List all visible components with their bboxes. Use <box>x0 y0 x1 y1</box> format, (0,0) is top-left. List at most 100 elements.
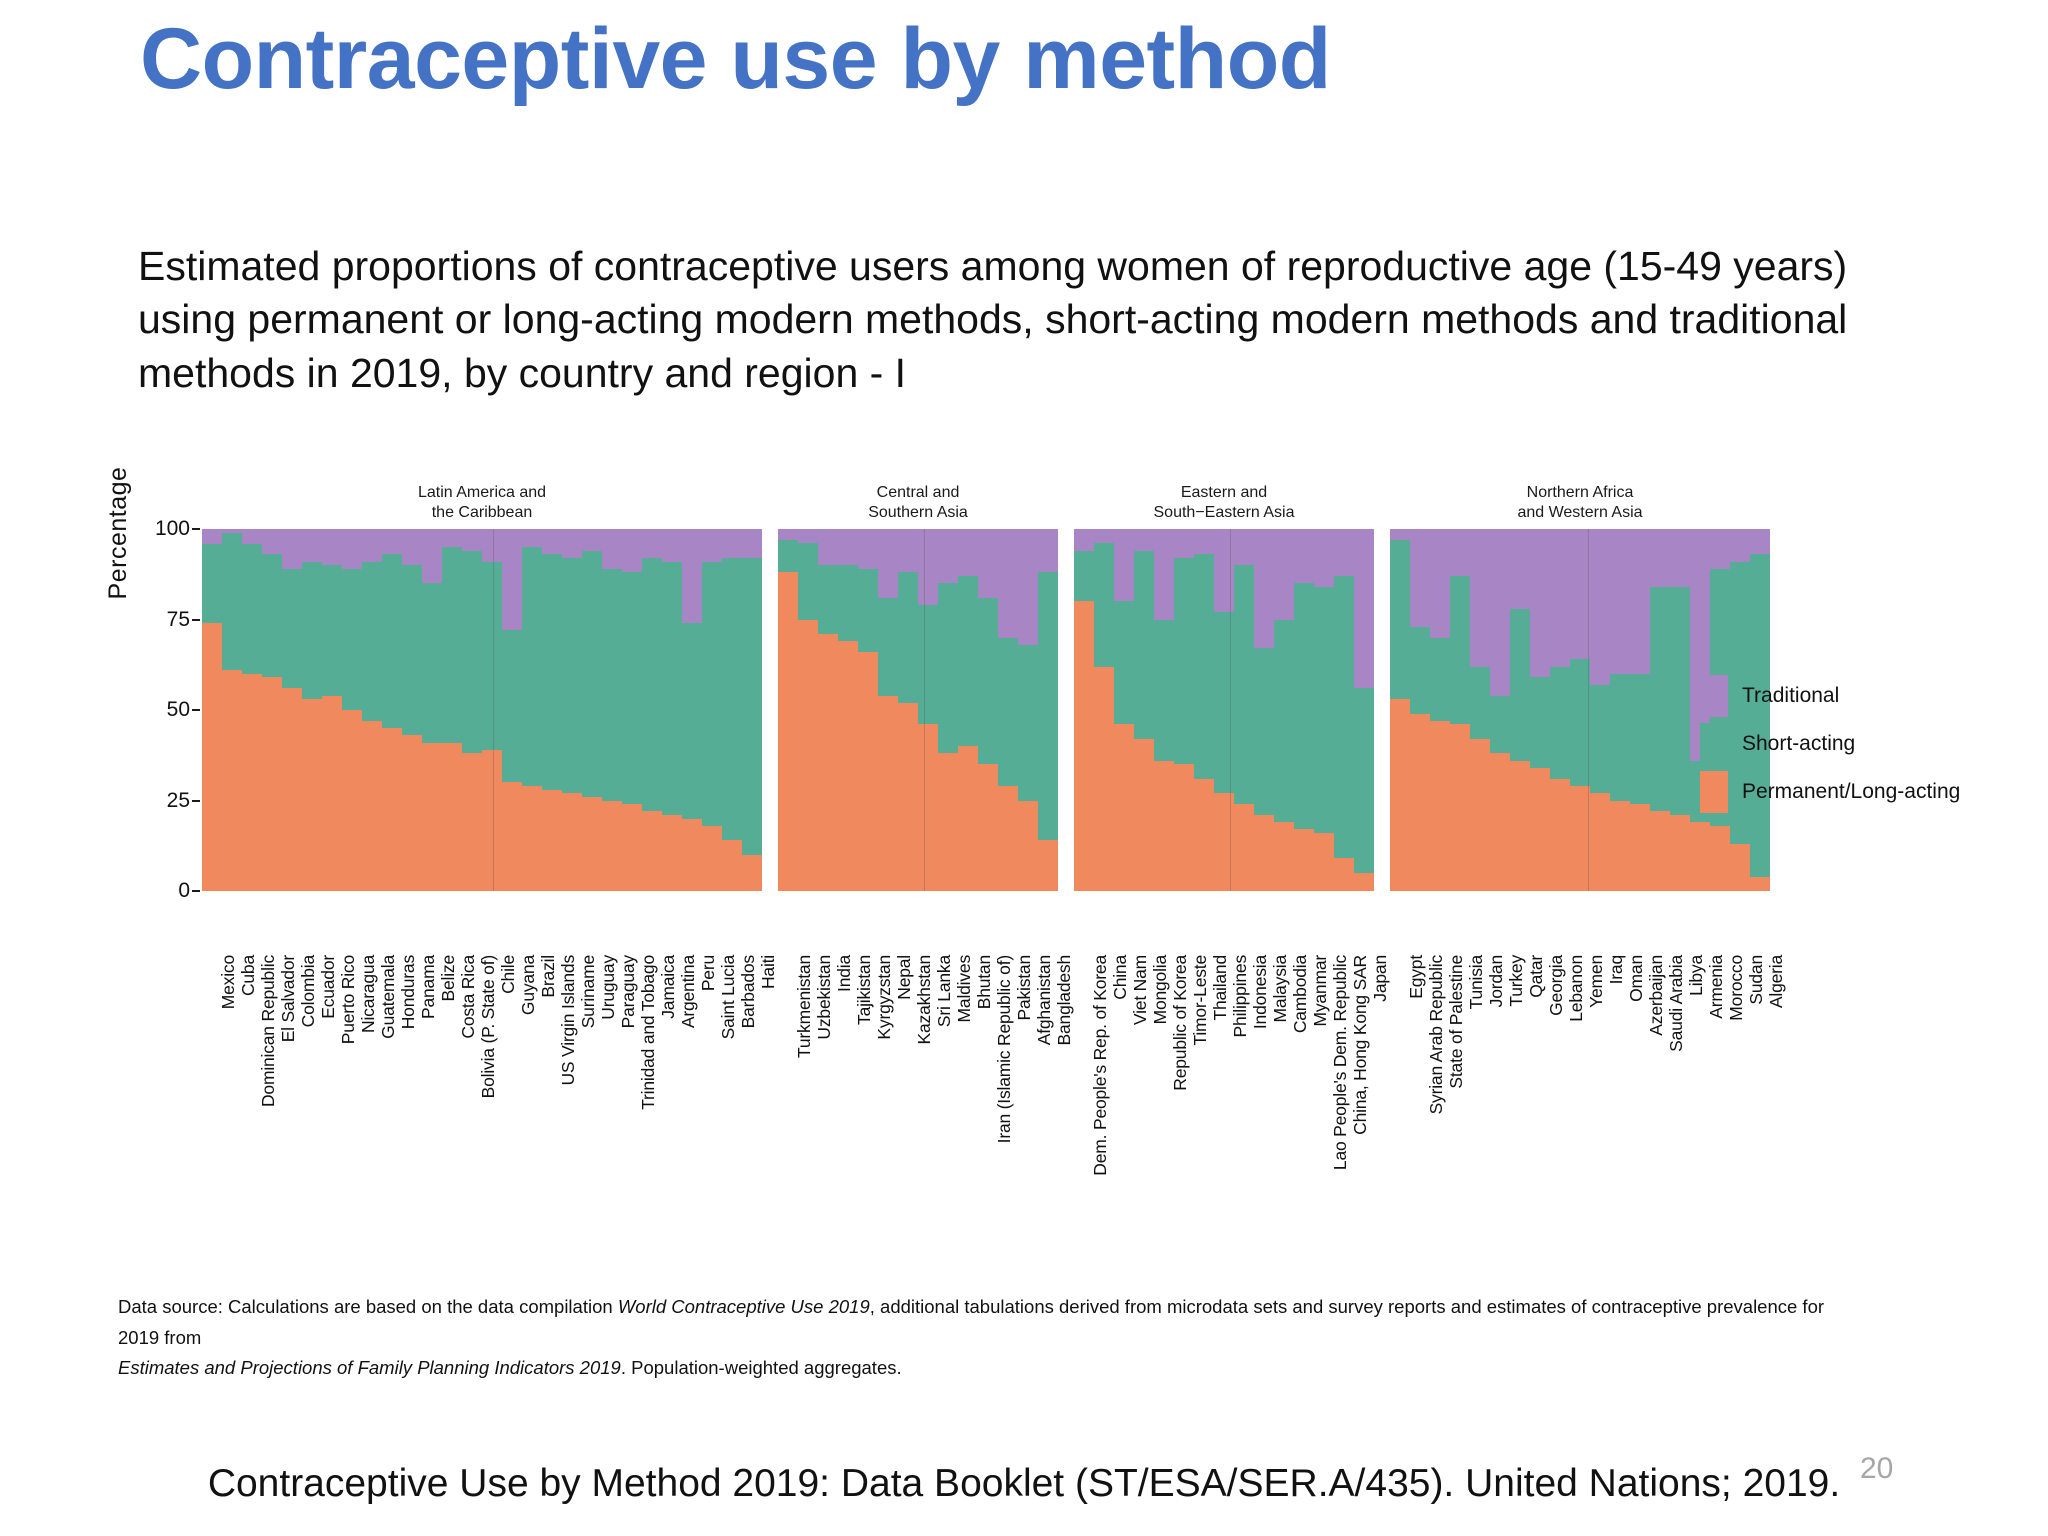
stacked-bar[interactable] <box>682 529 702 891</box>
stacked-bar[interactable] <box>1114 529 1134 891</box>
segment-short-acting <box>462 550 482 754</box>
stacked-bar[interactable] <box>858 529 878 891</box>
stacked-bar[interactable] <box>322 529 342 891</box>
legend-item[interactable]: Permanent/Long-acting <box>1700 768 2030 816</box>
stacked-bar[interactable] <box>978 529 998 891</box>
stacked-bar[interactable] <box>1234 529 1254 891</box>
stacked-bar[interactable] <box>898 529 918 891</box>
stacked-bar[interactable] <box>202 529 222 891</box>
stacked-bar[interactable] <box>1650 529 1670 891</box>
segment-traditional <box>1334 529 1354 577</box>
stacked-bar[interactable] <box>1630 529 1650 891</box>
stacked-bar[interactable] <box>1430 529 1450 891</box>
stacked-bar[interactable] <box>938 529 958 891</box>
y-tick-label: 100 <box>154 517 190 540</box>
stacked-bar[interactable] <box>702 529 722 891</box>
x-axis-label: Barbados <box>737 955 758 1029</box>
stacked-bar[interactable] <box>222 529 242 891</box>
stacked-bar[interactable] <box>1670 529 1690 891</box>
segment-short-acting <box>1154 619 1174 761</box>
stacked-bar[interactable] <box>1570 529 1590 891</box>
stacked-bar[interactable] <box>1038 529 1058 891</box>
stacked-bar[interactable] <box>342 529 362 891</box>
stacked-bar[interactable] <box>242 529 262 891</box>
segment-permanent-long-acting <box>898 702 918 891</box>
legend-label: Traditional <box>1742 684 1840 707</box>
stacked-bar[interactable] <box>1730 529 1750 891</box>
stacked-bar[interactable] <box>1214 529 1234 891</box>
segment-traditional <box>1274 529 1294 620</box>
stacked-bar[interactable] <box>1018 529 1038 891</box>
stacked-bar[interactable] <box>562 529 582 891</box>
stacked-bar[interactable] <box>582 529 602 891</box>
stacked-bar[interactable] <box>382 529 402 891</box>
stacked-bar[interactable] <box>1334 529 1354 891</box>
stacked-bar[interactable] <box>1550 529 1570 891</box>
panel-title: Latin America and the Caribbean <box>202 483 762 523</box>
stacked-bar[interactable] <box>282 529 302 891</box>
stacked-bar[interactable] <box>482 529 502 891</box>
panel-title: Northern Africa and Western Asia <box>1390 483 1770 523</box>
stacked-bar[interactable] <box>1134 529 1154 891</box>
segment-traditional <box>1134 529 1154 551</box>
stacked-bar[interactable] <box>602 529 622 891</box>
segment-permanent-long-acting <box>1610 800 1630 891</box>
stacked-bar[interactable] <box>1094 529 1114 891</box>
stacked-bar[interactable] <box>542 529 562 891</box>
stacked-bar[interactable] <box>722 529 742 891</box>
x-axis-label: China <box>1109 955 1130 1000</box>
legend-item[interactable]: Traditional <box>1700 672 2030 720</box>
stacked-bar[interactable] <box>1274 529 1294 891</box>
legend-item[interactable]: Short-acting <box>1700 720 2030 768</box>
stacked-bar[interactable] <box>522 529 542 891</box>
panel-title: Central and Southern Asia <box>778 483 1058 523</box>
stacked-bar[interactable] <box>818 529 838 891</box>
stacked-bar[interactable] <box>1530 529 1550 891</box>
stacked-bar[interactable] <box>1590 529 1610 891</box>
stacked-bar[interactable] <box>1294 529 1314 891</box>
stacked-bar[interactable] <box>422 529 442 891</box>
stacked-bar[interactable] <box>958 529 978 891</box>
stacked-bar[interactable] <box>1410 529 1430 891</box>
stacked-bar[interactable] <box>622 529 642 891</box>
segment-short-acting <box>1610 673 1630 801</box>
segment-short-acting <box>562 557 582 794</box>
stacked-bar[interactable] <box>1510 529 1530 891</box>
stacked-bar[interactable] <box>502 529 522 891</box>
stacked-bar[interactable] <box>1154 529 1174 891</box>
stacked-bar[interactable] <box>462 529 482 891</box>
stacked-bar[interactable] <box>838 529 858 891</box>
stacked-bar[interactable] <box>918 529 938 891</box>
stacked-bar[interactable] <box>1450 529 1470 891</box>
stacked-bar[interactable] <box>878 529 898 891</box>
stacked-bar[interactable] <box>1750 529 1770 891</box>
stacked-bar[interactable] <box>442 529 462 891</box>
stacked-bar[interactable] <box>1390 529 1410 891</box>
stacked-bar[interactable] <box>1354 529 1374 891</box>
stacked-bar[interactable] <box>262 529 282 891</box>
stacked-bar[interactable] <box>302 529 322 891</box>
stacked-bar[interactable] <box>642 529 662 891</box>
x-axis-label: Costa Rica <box>457 955 478 1039</box>
x-axis-label: Qatar <box>1525 955 1546 998</box>
stacked-bar[interactable] <box>1194 529 1214 891</box>
footnote-line-2: Estimates and Projections of Family Plan… <box>118 1357 902 1378</box>
stacked-bar[interactable] <box>798 529 818 891</box>
segment-traditional <box>1490 529 1510 696</box>
stacked-bar[interactable] <box>362 529 382 891</box>
x-axis-label: Lebanon <box>1565 955 1586 1022</box>
stacked-bar[interactable] <box>662 529 682 891</box>
stacked-bar[interactable] <box>778 529 798 891</box>
stacked-bar[interactable] <box>742 529 762 891</box>
stacked-bar[interactable] <box>1174 529 1194 891</box>
stacked-bar[interactable] <box>998 529 1018 891</box>
stacked-bar[interactable] <box>1490 529 1510 891</box>
stacked-bar[interactable] <box>1074 529 1094 891</box>
stacked-bar[interactable] <box>1470 529 1490 891</box>
stacked-bar[interactable] <box>402 529 422 891</box>
stacked-bar[interactable] <box>1610 529 1630 891</box>
stacked-bar[interactable] <box>1254 529 1274 891</box>
stacked-bar[interactable] <box>1314 529 1334 891</box>
segment-permanent-long-acting <box>202 623 222 891</box>
stacked-bar-chart: Latin America and the Caribbean Central an… <box>104 467 1940 953</box>
